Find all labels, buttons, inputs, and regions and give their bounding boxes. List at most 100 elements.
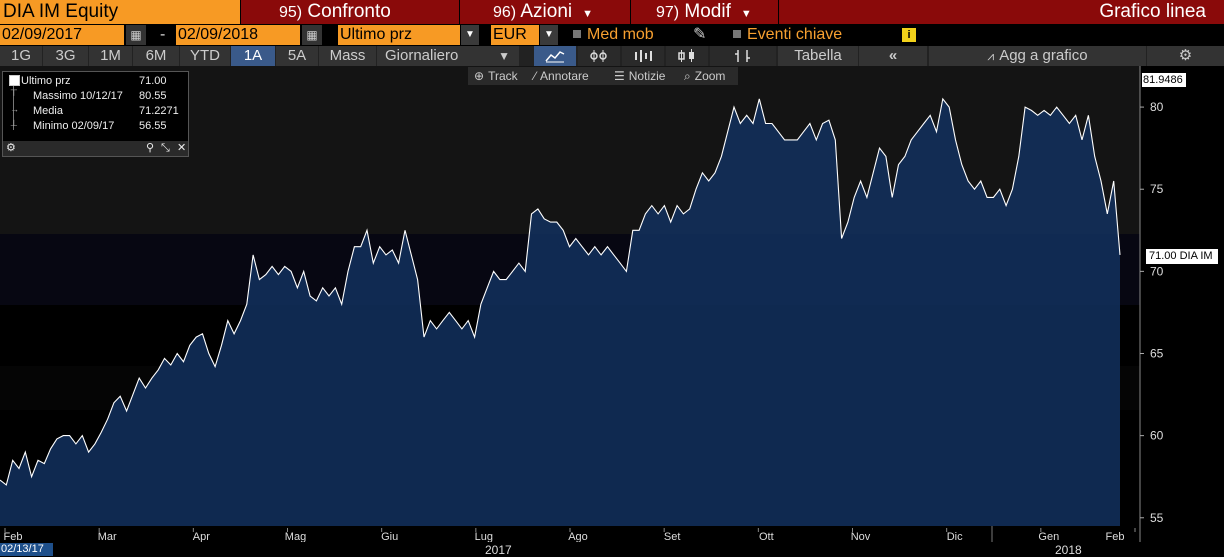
magnifier-icon: ⌕ <box>684 69 691 83</box>
compare-menu-label: Confronto <box>307 1 391 22</box>
currency-select[interactable]: EUR <box>491 25 539 45</box>
chevron-down-icon[interactable]: ▼ <box>540 25 558 45</box>
calendar-icon[interactable]: ▦ <box>302 25 322 45</box>
period-5y-button[interactable]: 5A <box>276 46 318 66</box>
hilo-chart-icon[interactable] <box>710 46 776 66</box>
x-axis-ticks: Feb Mar Apr Mag Giu Lug Ago Set Ott Nov Dic Gen Feb <box>4 526 1136 542</box>
edit-menu-label: Modif <box>684 1 731 22</box>
x-tick-label: Gen <box>1038 531 1059 542</box>
news-icon: ☰ <box>614 69 625 83</box>
price-area <box>0 98 1120 527</box>
period-3d-button[interactable]: 3G <box>43 46 88 66</box>
legend-average-label: Media <box>33 105 63 117</box>
add-to-chart-label: Agg a grafico <box>999 47 1088 64</box>
start-date-input[interactable]: 02/09/2017 <box>0 25 124 45</box>
period-6m-button[interactable]: 6M <box>133 46 179 66</box>
x-tick-label: Apr <box>193 531 210 542</box>
chevron-down-icon: ▼ <box>498 49 510 63</box>
x-tick-label: Set <box>664 531 681 542</box>
gear-icon[interactable]: ⚙ <box>6 142 16 154</box>
period-1m-button[interactable]: 1M <box>89 46 132 66</box>
x-tick-label: Nov <box>851 531 871 542</box>
chevron-down-icon: ▼ <box>740 8 752 20</box>
edit-menu-button[interactable]: 97) Modif ▼ <box>631 0 778 24</box>
x-tick-label: Lug <box>475 531 493 542</box>
legend-low-label: Minimo 02/09/17 <box>33 120 115 132</box>
zoom-label: Zoom <box>694 69 726 83</box>
annotate-tool[interactable]: ⁄ Annotare <box>534 67 589 85</box>
compare-menu-button[interactable]: 95) Confronto <box>241 0 459 24</box>
y-tick-label: 55 <box>1150 511 1164 525</box>
legend-low-value: 56.55 <box>139 120 167 132</box>
x-tick-label: Dic <box>947 531 963 542</box>
key-events-toggle[interactable]: Eventi chiave <box>733 25 842 45</box>
key-events-label: Eventi chiave <box>747 26 843 43</box>
legend-high-value: 80.55 <box>139 90 167 102</box>
moving-average-toggle[interactable]: Med mob <box>573 25 654 45</box>
pen-icon: ⁄ <box>534 69 537 83</box>
gear-icon[interactable]: ⚙ <box>1147 46 1224 66</box>
actions-menu-button[interactable]: 96) Azioni ▼ <box>460 0 630 24</box>
checkbox-icon <box>733 30 741 38</box>
chart-type-title: Grafico linea <box>779 0 1224 24</box>
period-max-button[interactable]: Mass <box>319 46 376 66</box>
close-icon[interactable]: ✕ <box>177 142 187 154</box>
edit-menu-number: 97) <box>656 4 680 21</box>
minimize-icon[interactable]: ⤡ <box>161 142 170 154</box>
year-label-2018: 2018 <box>1055 543 1082 557</box>
y-tick-label: 65 <box>1150 347 1164 361</box>
add-to-chart-button[interactable]: ⩘ Agg a grafico <box>929 46 1146 66</box>
legend-footer: ⚙ ⚲ ⤡ ✕ <box>3 141 188 156</box>
start-date-badge: 02/13/17 <box>0 543 53 556</box>
average-marker-icon: → <box>10 104 19 114</box>
checkbox-icon <box>573 30 581 38</box>
compare-menu-number: 95) <box>279 4 303 21</box>
y-tick-label: 70 <box>1150 264 1164 278</box>
add-chart-icon: ⩘ <box>987 49 995 63</box>
x-tick-label: Ott <box>759 531 774 542</box>
info-icon[interactable]: i <box>902 28 916 42</box>
table-view-button[interactable]: Tabella <box>778 46 858 66</box>
y-tick-label: 60 <box>1150 429 1164 443</box>
moving-average-label: Med mob <box>587 26 654 43</box>
x-tick-label: Ago <box>568 531 588 542</box>
legend-box[interactable]: ⊤ → ⊥ Ultimo prz 71.00 Massimo 10/12/17 … <box>2 71 189 157</box>
bar-chart-icon[interactable] <box>622 46 664 66</box>
actions-menu-number: 96) <box>493 4 517 21</box>
last-price-badge: 71.00 DIA IM <box>1146 249 1218 264</box>
actions-menu-label: Azioni <box>520 1 573 22</box>
track-tool[interactable]: ⊕ Track <box>474 67 518 85</box>
x-tick-label: Mar <box>98 531 117 542</box>
period-1y-button[interactable]: 1A <box>231 46 275 66</box>
line-chart-icon[interactable] <box>534 46 576 66</box>
high-marker-icon: ⊤ <box>10 88 18 98</box>
collapse-icon[interactable]: « <box>859 46 927 66</box>
ticker-field[interactable]: DIA IM Equity <box>0 0 240 24</box>
price-field-select[interactable]: Ultimo prz <box>338 25 460 45</box>
chevron-down-icon[interactable]: ▼ <box>461 25 479 45</box>
legend-last-label: Ultimo prz <box>21 75 71 87</box>
pencil-icon[interactable]: ✎ <box>693 26 707 43</box>
ohlc-chart-icon[interactable] <box>578 46 620 66</box>
x-tick-label: Giu <box>381 531 398 542</box>
zoom-tool[interactable]: ⌕ Zoom <box>684 67 725 85</box>
pin-icon[interactable]: ⚲ <box>146 142 155 154</box>
x-tick-label: Feb <box>4 531 23 542</box>
end-date-input[interactable]: 02/09/2018 <box>176 25 300 45</box>
annotate-label: Annotare <box>540 69 589 83</box>
price-chart[interactable]: 55 60 65 70 75 80 Feb Mar Apr Mag Giu Lug Ago Set Ott… <box>0 66 1224 542</box>
frequency-label: Giornaliero <box>385 47 459 64</box>
track-label: Track <box>488 69 518 83</box>
candlestick-icon[interactable] <box>666 46 708 66</box>
calendar-icon[interactable]: ▦ <box>126 25 146 45</box>
period-1d-button[interactable]: 1G <box>0 46 42 66</box>
crosshair-icon: ⊕ <box>474 69 485 83</box>
news-tool[interactable]: ☰ Notizie <box>614 67 665 85</box>
legend-average-value: 71.2271 <box>139 105 179 117</box>
period-ytd-button[interactable]: YTD <box>180 46 230 66</box>
chevron-down-icon: ▼ <box>582 8 593 20</box>
y-tick-label: 75 <box>1150 182 1164 196</box>
frequency-select[interactable]: Giornaliero ▼ <box>377 46 519 66</box>
x-tick-label: Feb <box>1106 531 1125 542</box>
date-separator: - <box>160 26 166 43</box>
